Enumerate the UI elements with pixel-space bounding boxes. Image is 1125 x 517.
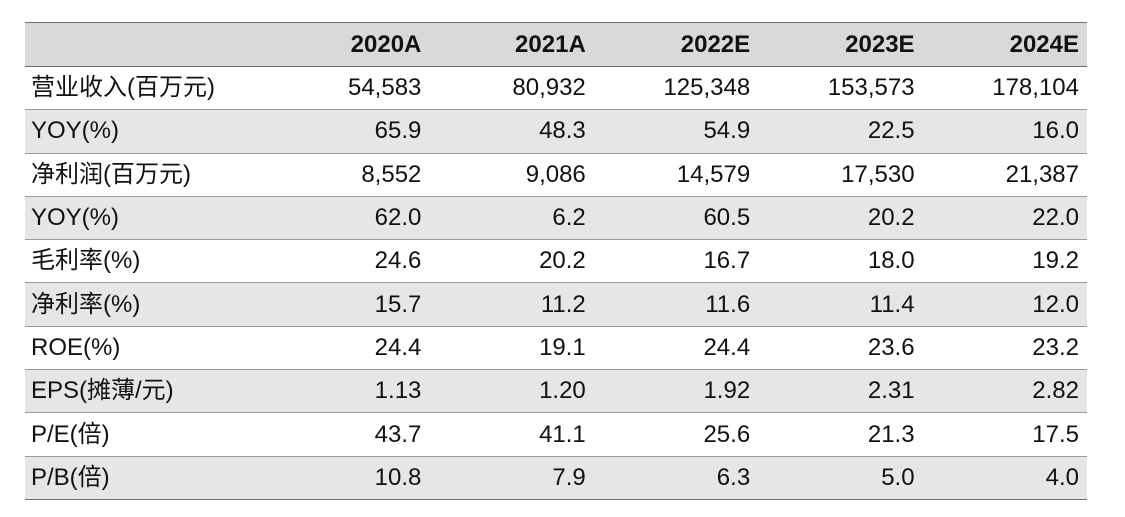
column-header-2020a: 2020A (265, 22, 430, 67)
table-cell: 21.3 (758, 412, 923, 457)
table-cell: 23.2 (922, 326, 1087, 371)
table-cell: 16.0 (922, 109, 1087, 154)
table-cell: 41.1 (429, 412, 594, 457)
table-cell: 8,552 (265, 153, 430, 197)
table-cell: 1.13 (265, 369, 430, 414)
table-row-revenue: 营业收入(百万元) 54,583 80,932 125,348 153,573 … (25, 66, 1087, 111)
table-cell: 54,583 (265, 66, 430, 111)
table-cell: 25.6 (593, 412, 759, 457)
table-cell: 54.9 (593, 109, 759, 154)
table-cell: 1.92 (593, 369, 759, 414)
table-cell: 65.9 (265, 109, 430, 154)
table-cell: 9,086 (429, 153, 594, 197)
table-cell: 24.4 (593, 326, 759, 371)
table-cell: 6.2 (429, 196, 594, 241)
table-row-net-profit-yoy: YOY(%) 62.0 6.2 60.5 20.2 22.0 (25, 196, 1087, 241)
table-cell: 2.31 (758, 369, 923, 414)
table-cell: 23.6 (758, 326, 923, 371)
row-label: 净利率(%) (25, 282, 265, 327)
table-cell: 10.8 (265, 456, 430, 500)
table-cell: 17,530 (758, 153, 923, 197)
table-cell: 48.3 (429, 109, 594, 154)
table-cell: 6.3 (593, 456, 759, 500)
row-label: EPS(摊薄/元) (25, 369, 265, 414)
table-row-eps: EPS(摊薄/元) 1.13 1.20 1.92 2.31 2.82 (25, 369, 1087, 414)
table-cell: 5.0 (758, 456, 923, 500)
column-header-2024e: 2024E (922, 22, 1087, 67)
table-cell: 80,932 (429, 66, 594, 111)
table-cell: 60.5 (593, 196, 759, 241)
table-cell: 12.0 (922, 282, 1087, 327)
column-header-2023e: 2023E (758, 22, 923, 67)
table-cell: 22.0 (922, 196, 1087, 241)
column-header-2021a: 2021A (429, 22, 594, 67)
table-row-net-profit: 净利润(百万元) 8,552 9,086 14,579 17,530 21,38… (25, 153, 1087, 197)
table-row-pb: P/B(倍) 10.8 7.9 6.3 5.0 4.0 (25, 456, 1087, 500)
table-cell: 11.4 (758, 282, 923, 327)
table-cell: 18.0 (758, 239, 923, 284)
table-cell: 7.9 (429, 456, 594, 500)
table-cell: 4.0 (922, 456, 1087, 500)
table-cell: 19.1 (429, 326, 594, 371)
table-row-roe: ROE(%) 24.4 19.1 24.4 23.6 23.2 (25, 326, 1087, 371)
table-row-pe: P/E(倍) 43.7 41.1 25.6 21.3 17.5 (25, 412, 1087, 457)
table-cell: 43.7 (265, 412, 430, 457)
financial-forecast-table-container: 2020A 2021A 2022E 2023E 2024E 营业收入(百万元) … (25, 22, 1087, 500)
table-cell: 14,579 (593, 153, 759, 197)
table-row-gross-margin: 毛利率(%) 24.6 20.2 16.7 18.0 19.2 (25, 239, 1087, 284)
row-label: YOY(%) (25, 196, 265, 241)
table-cell: 62.0 (265, 196, 430, 241)
row-label: 毛利率(%) (25, 239, 265, 284)
table-cell: 21,387 (922, 153, 1087, 197)
table-row-net-margin: 净利率(%) 15.7 11.2 11.6 11.4 12.0 (25, 282, 1087, 327)
row-label: 营业收入(百万元) (25, 66, 265, 111)
table-cell: 153,573 (758, 66, 923, 111)
table-cell: 20.2 (429, 239, 594, 284)
row-label: P/B(倍) (25, 456, 265, 500)
table-cell: 16.7 (593, 239, 759, 284)
table-cell: 2.82 (922, 369, 1087, 414)
table-cell: 20.2 (758, 196, 923, 241)
table-cell: 11.6 (593, 282, 759, 327)
table-cell: 15.7 (265, 282, 430, 327)
table-cell: 24.6 (265, 239, 430, 284)
table-header-row: 2020A 2021A 2022E 2023E 2024E (25, 22, 1087, 67)
row-label: ROE(%) (25, 326, 265, 371)
column-header-2022e: 2022E (593, 22, 759, 67)
corner-header-cell (25, 22, 265, 67)
table-cell: 1.20 (429, 369, 594, 414)
table-cell: 11.2 (429, 282, 594, 327)
table-cell: 22.5 (758, 109, 923, 154)
table-cell: 178,104 (922, 66, 1087, 111)
row-label: 净利润(百万元) (25, 153, 265, 197)
financial-forecast-table: 2020A 2021A 2022E 2023E 2024E 营业收入(百万元) … (25, 22, 1087, 500)
row-label: P/E(倍) (25, 412, 265, 457)
table-row-revenue-yoy: YOY(%) 65.9 48.3 54.9 22.5 16.0 (25, 109, 1087, 154)
table-cell: 19.2 (922, 239, 1087, 284)
table-cell: 24.4 (265, 326, 430, 371)
row-label: YOY(%) (25, 109, 265, 154)
table-cell: 125,348 (593, 66, 759, 111)
table-cell: 17.5 (922, 412, 1087, 457)
